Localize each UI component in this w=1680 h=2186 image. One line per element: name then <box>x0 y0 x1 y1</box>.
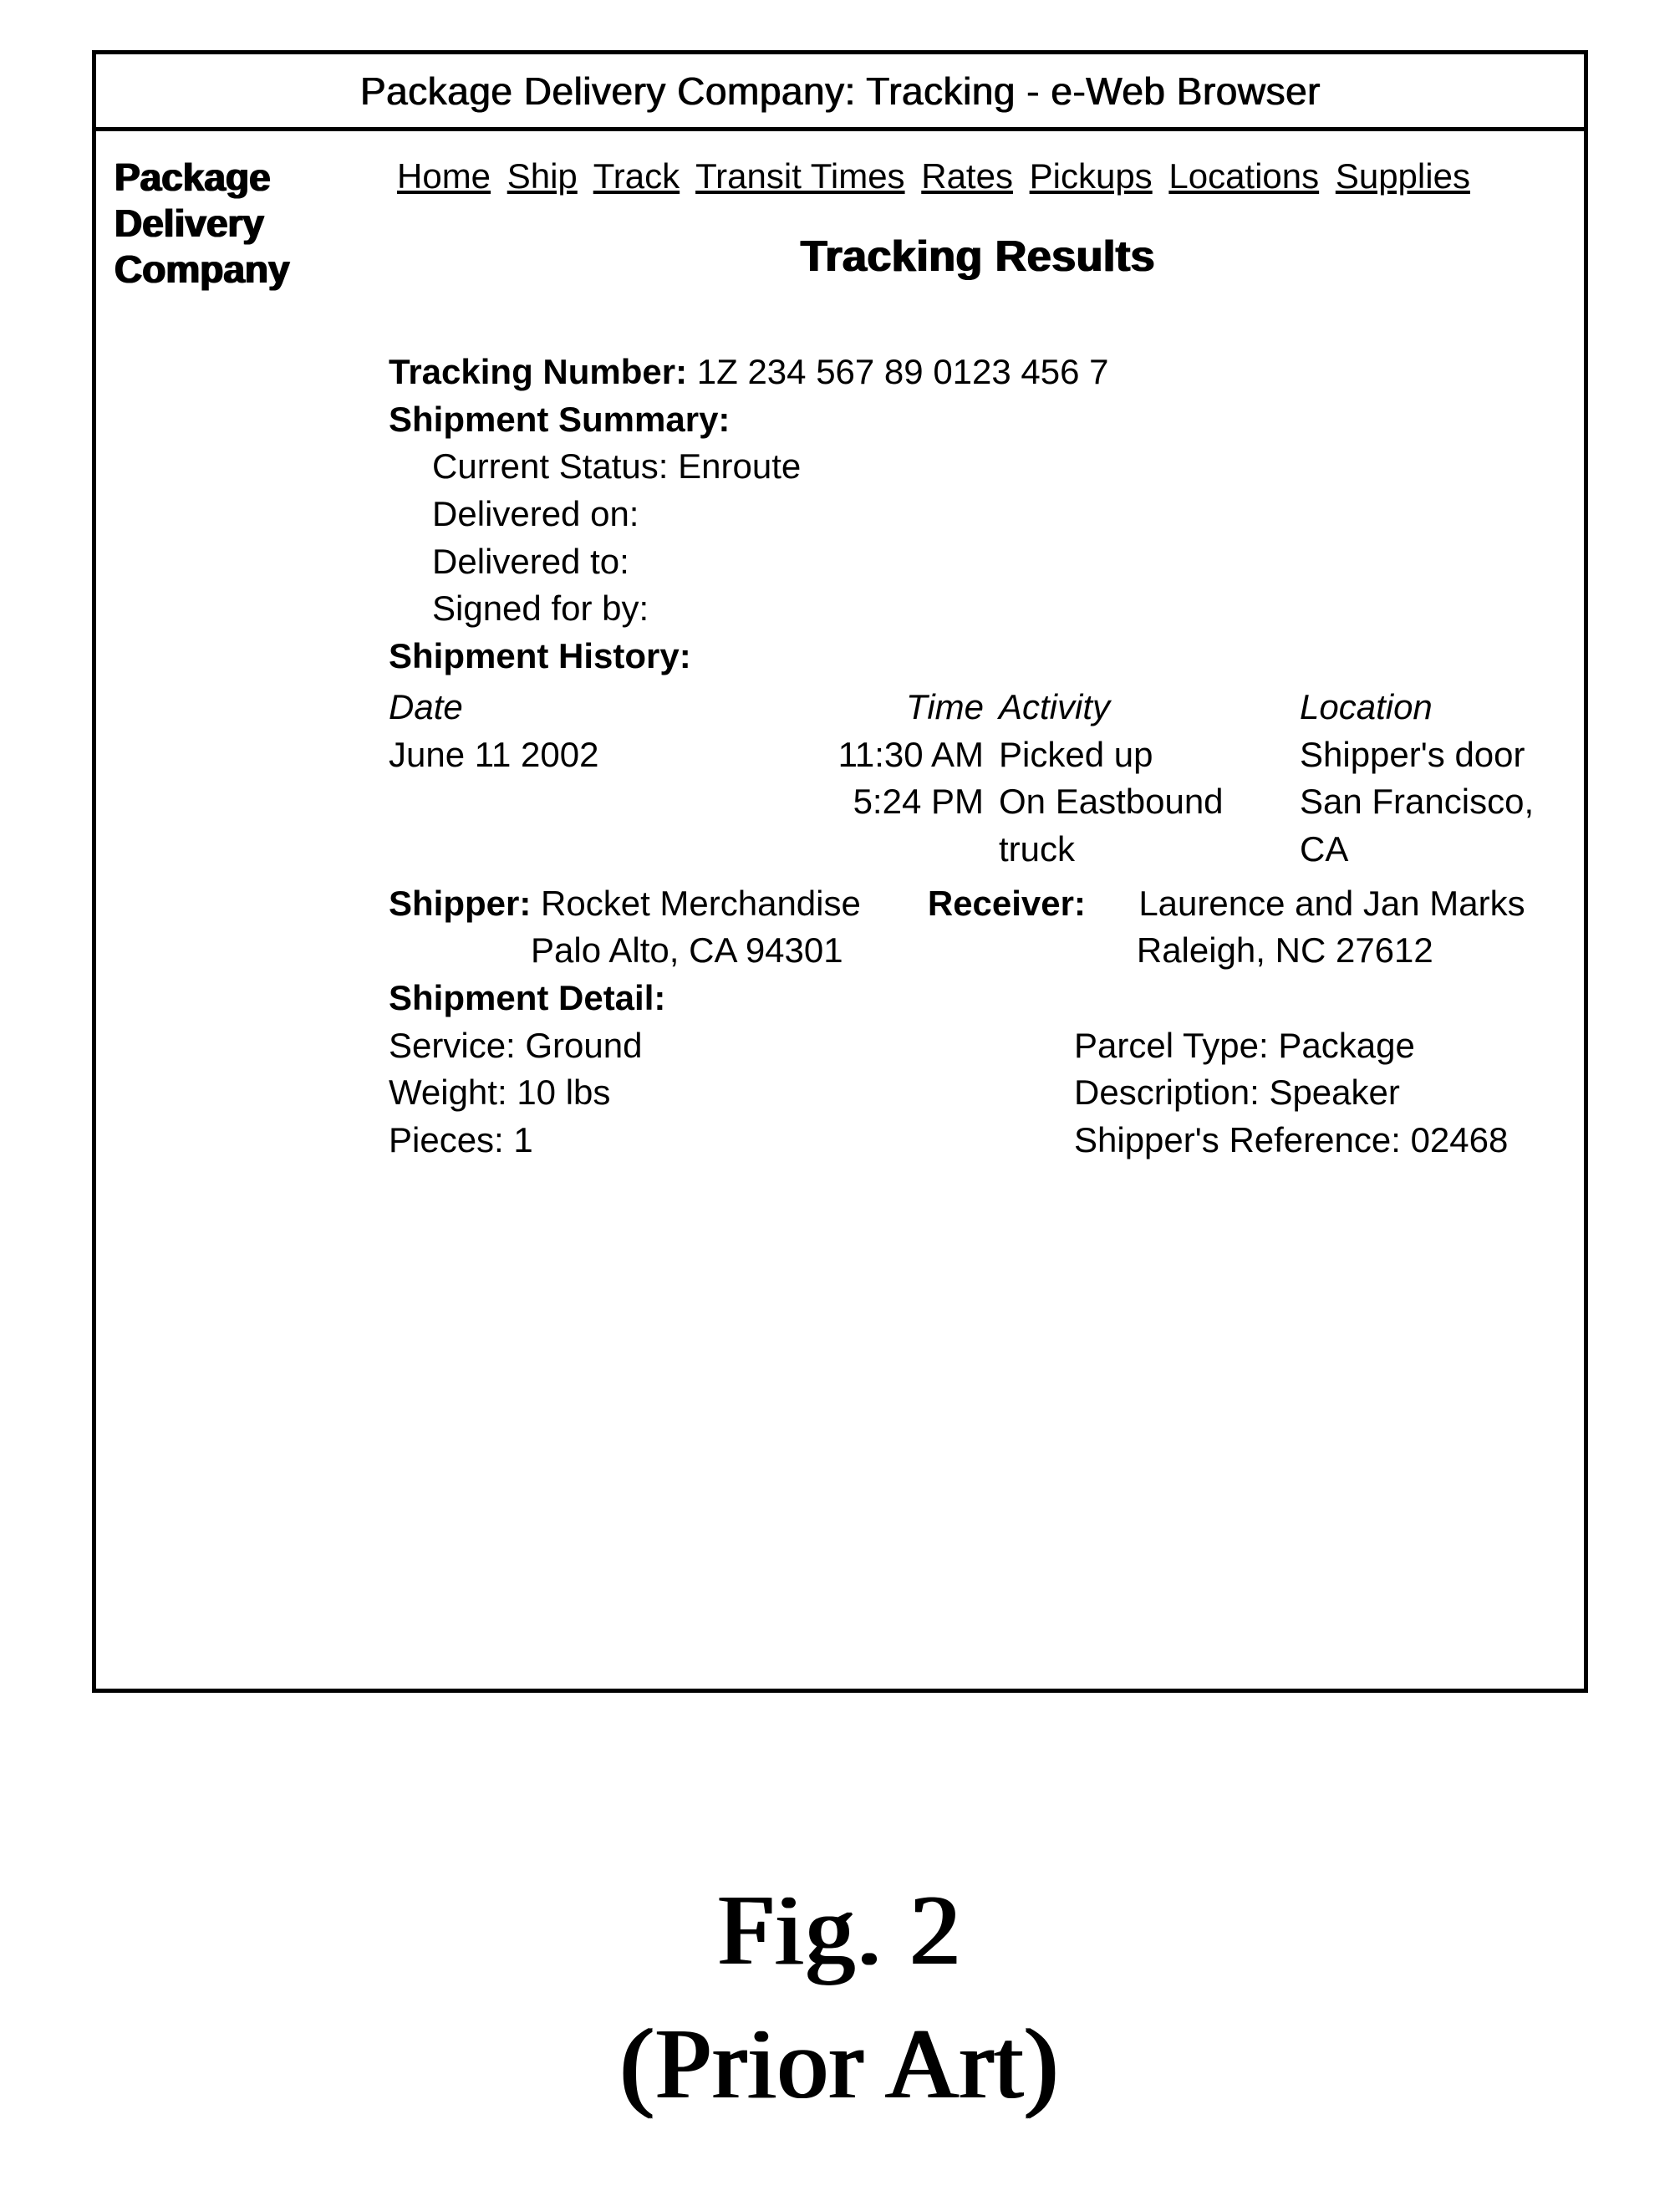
receiver-name: Laurence and Jan Marks <box>1138 884 1525 923</box>
r2-time: 5:24 PM <box>773 778 999 873</box>
receiver-block: Receiver: Laurence and Jan Marks Raleigh… <box>928 880 1525 975</box>
delivered-on-label: Delivered on: <box>432 494 639 533</box>
logo-line-1: Package <box>115 155 374 201</box>
logo-line-2: Delivery <box>115 201 374 247</box>
nav-track[interactable]: Track <box>593 156 680 196</box>
delivered-to-label: Delivered to: <box>432 542 629 581</box>
detail-row-2: Weight: 10 lbs Description: Speaker <box>389 1069 1567 1117</box>
content-area: Package Delivery Company Home Ship Track… <box>96 131 1584 1164</box>
service-value: Ground <box>525 1026 642 1065</box>
shipment-history-label: Shipment History: <box>389 633 1567 680</box>
pieces-value: 1 <box>513 1120 532 1159</box>
browser-window: Package Delivery Company: Tracking - e-W… <box>92 50 1588 1693</box>
nav-home[interactable]: Home <box>397 156 491 196</box>
delivered-on-row: Delivered on: <box>389 491 1567 538</box>
delivered-to-row: Delivered to: <box>389 538 1567 586</box>
tracking-number-row: Tracking Number: 1Z 234 567 89 0123 456 … <box>389 349 1567 396</box>
nav-pickups[interactable]: Pickups <box>1030 156 1153 196</box>
parcel-type-value: Package <box>1278 1026 1414 1065</box>
hdr-time: Time <box>773 684 999 731</box>
tracking-number-label: Tracking Number: <box>389 352 687 391</box>
r1-time: 11:30 AM <box>773 731 999 779</box>
r2-location: San Francisco, CA <box>1300 778 1567 873</box>
shipper-addr: Palo Alto, CA 94301 <box>389 927 861 975</box>
tracking-number-value: 1Z 234 567 89 0123 456 7 <box>697 352 1109 391</box>
nav-locations[interactable]: Locations <box>1168 156 1319 196</box>
service-label: Service: <box>389 1026 516 1065</box>
weight-value: 10 lbs <box>517 1073 610 1112</box>
title-bar: Package Delivery Company: Tracking - e-W… <box>96 54 1584 131</box>
sidebar-logo: Package Delivery Company <box>96 131 389 1164</box>
shipper-label: Shipper: <box>389 884 531 923</box>
history-row-2: 5:24 PM On Eastbound truck San Francisco… <box>389 778 1567 873</box>
shipment-detail-label: Shipment Detail: <box>389 975 1567 1022</box>
r1-activity: Picked up <box>999 731 1300 779</box>
logo-line-3: Company <box>115 247 374 293</box>
receiver-addr: Raleigh, NC 27612 <box>928 927 1525 975</box>
shippers-reference-value: 02468 <box>1411 1120 1509 1159</box>
shipper-name: Rocket Merchandise <box>541 884 861 923</box>
parcel-type-label: Parcel Type: <box>1074 1026 1269 1065</box>
hdr-location: Location <box>1300 684 1567 731</box>
description-label: Description: <box>1074 1073 1260 1112</box>
signed-for-by-label: Signed for by: <box>432 589 649 628</box>
current-status-label: Current Status: <box>432 446 668 486</box>
detail-row-3: Pieces: 1 Shipper's Reference: 02468 <box>389 1117 1567 1164</box>
history-row-1: June 11 2002 11:30 AM Picked up Shipper'… <box>389 731 1567 779</box>
hdr-activity: Activity <box>999 684 1300 731</box>
receiver-label: Receiver: <box>928 884 1086 923</box>
main-content: Home Ship Track Transit Times Rates Pick… <box>389 131 1584 1164</box>
nav-rates[interactable]: Rates <box>921 156 1013 196</box>
description-value: Speaker <box>1269 1073 1399 1112</box>
shippers-reference-label: Shipper's Reference: <box>1074 1120 1401 1159</box>
shipment-summary-label: Shipment Summary: <box>389 396 1567 444</box>
history-header-row: Date Time Activity Location <box>389 684 1567 731</box>
nav-ship[interactable]: Ship <box>507 156 578 196</box>
nav-bar: Home Ship Track Transit Times Rates Pick… <box>389 156 1567 196</box>
r1-location: Shipper's door <box>1300 731 1567 779</box>
current-status-row: Current Status: Enroute <box>389 443 1567 491</box>
weight-label: Weight: <box>389 1073 507 1112</box>
r2-activity: On Eastbound truck <box>999 778 1300 873</box>
signed-for-by-row: Signed for by: <box>389 585 1567 633</box>
shipper-block: Shipper: Rocket Merchandise Palo Alto, C… <box>389 880 861 975</box>
r1-date: June 11 2002 <box>389 731 773 779</box>
shipper-receiver-block: Shipper: Rocket Merchandise Palo Alto, C… <box>389 880 1567 975</box>
current-status-value: Enroute <box>678 446 801 486</box>
figure-caption-line-1: Fig. 2 <box>0 1873 1680 1988</box>
hdr-date: Date <box>389 684 773 731</box>
nav-transit-times[interactable]: Transit Times <box>695 156 904 196</box>
nav-supplies[interactable]: Supplies <box>1336 156 1470 196</box>
window-title: Package Delivery Company: Tracking - e-W… <box>359 69 1320 114</box>
pieces-label: Pieces: <box>389 1120 504 1159</box>
page-heading: Tracking Results <box>801 232 1155 281</box>
detail-row-1: Service: Ground Parcel Type: Package <box>389 1022 1567 1070</box>
tracking-info: Tracking Number: 1Z 234 567 89 0123 456 … <box>389 349 1567 1164</box>
r2-date <box>389 778 773 873</box>
heading-row: Tracking Results <box>389 232 1567 282</box>
history-table: Date Time Activity Location June 11 2002… <box>389 684 1567 874</box>
detail-block: Service: Ground Parcel Type: Package Wei… <box>389 1022 1567 1164</box>
figure-caption-line-2: (Prior Art) <box>0 2006 1680 2122</box>
